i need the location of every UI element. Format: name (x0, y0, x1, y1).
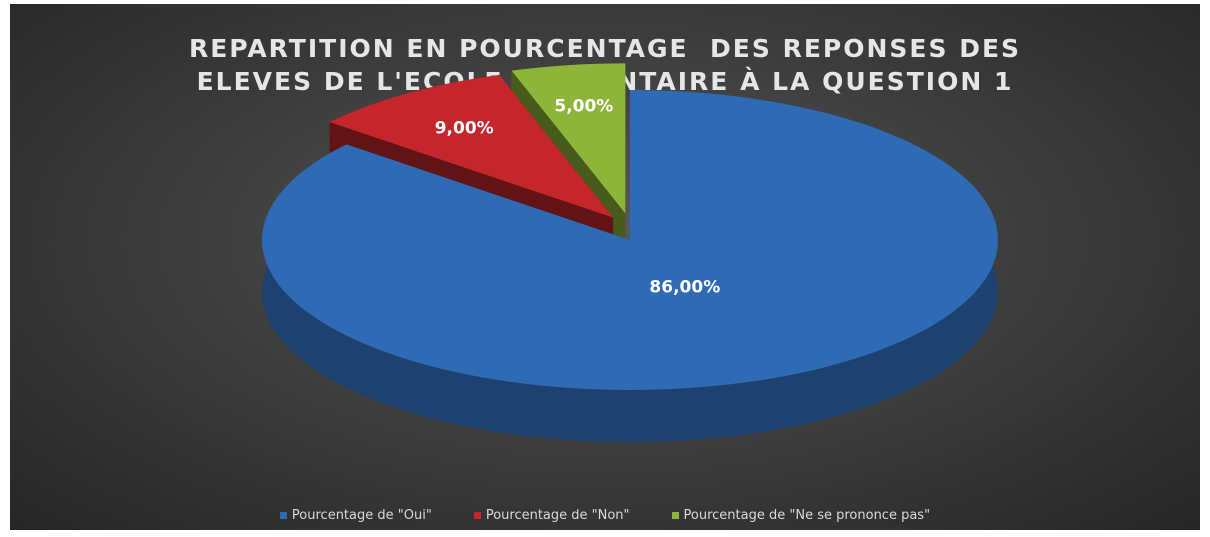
data-label: 9,00% (435, 118, 494, 138)
legend-label: Pourcentage de "Non" (485, 508, 630, 523)
legend: Pourcentage de "Oui" Pourcentage de "Non"… (10, 508, 1200, 523)
pie-slice (329, 75, 614, 218)
pie-area: 86,00% 9,00% 5,00% (262, 63, 998, 443)
pie-slice (511, 63, 626, 214)
legend-swatch (279, 512, 287, 519)
legend-item: Pourcentage de "Oui" (279, 508, 432, 523)
data-label: 5,00% (554, 97, 613, 117)
pie-slice (262, 90, 998, 390)
legend-swatch (671, 512, 679, 519)
legend-label: Pourcentage de "Oui" (291, 508, 432, 523)
chart: REPARTITION EN POURCENTAGE DES REPONSES … (10, 4, 1200, 530)
legend-item: Pourcentage de "Non" (473, 508, 630, 523)
data-label: 86,00% (649, 278, 720, 298)
legend-swatch (473, 512, 481, 519)
legend-label: Pourcentage de "Ne se prononce pas" (683, 508, 931, 523)
legend-item: Pourcentage de "Ne se prononce pas" (671, 508, 931, 523)
